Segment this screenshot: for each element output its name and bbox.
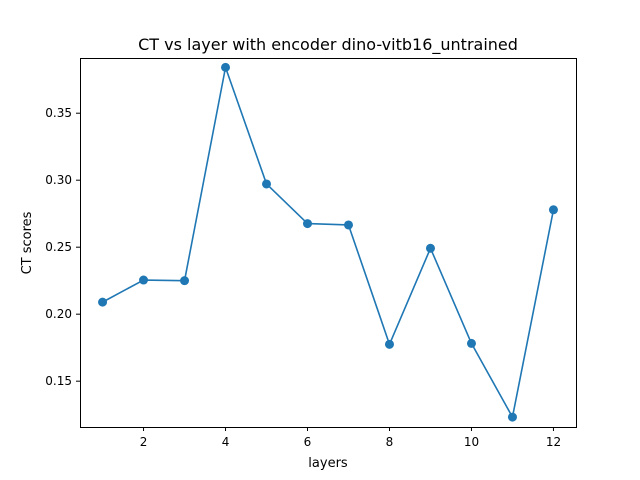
data-point bbox=[98, 297, 108, 307]
y-tick-label: 0.20 bbox=[45, 307, 72, 321]
y-tick-label: 0.30 bbox=[45, 173, 72, 187]
x-axis-label: layers bbox=[308, 456, 348, 471]
data-point bbox=[548, 205, 558, 215]
plot-frame bbox=[80, 58, 577, 428]
data-series bbox=[98, 62, 558, 422]
data-point bbox=[466, 338, 476, 348]
x-tick-label: 8 bbox=[386, 435, 394, 449]
y-tick-label: 0.35 bbox=[45, 106, 72, 120]
data-point bbox=[221, 62, 231, 72]
x-tick-label: 4 bbox=[222, 435, 230, 449]
series-line bbox=[102, 66, 555, 418]
x-tick-label: 6 bbox=[304, 435, 312, 449]
data-point bbox=[384, 339, 394, 349]
y-axis-label: CT scores bbox=[20, 211, 35, 274]
data-point bbox=[180, 276, 190, 286]
data-point bbox=[139, 275, 149, 285]
axis-ticks: 2 4 6 8 10 12 0.15 0.20 0.25 0.30 0.35 bbox=[45, 106, 561, 449]
data-point bbox=[425, 243, 435, 253]
chart-title: CT vs layer with encoder dino-vitb16_unt… bbox=[138, 35, 518, 55]
y-tick-label: 0.15 bbox=[45, 374, 72, 388]
x-tick-label: 12 bbox=[546, 435, 561, 449]
x-tick-label: 2 bbox=[140, 435, 148, 449]
data-point bbox=[507, 412, 517, 422]
data-point bbox=[343, 220, 353, 230]
x-tick-label: 10 bbox=[464, 435, 479, 449]
data-point bbox=[262, 179, 272, 189]
y-tick-label: 0.25 bbox=[45, 240, 72, 254]
data-point bbox=[303, 219, 313, 229]
